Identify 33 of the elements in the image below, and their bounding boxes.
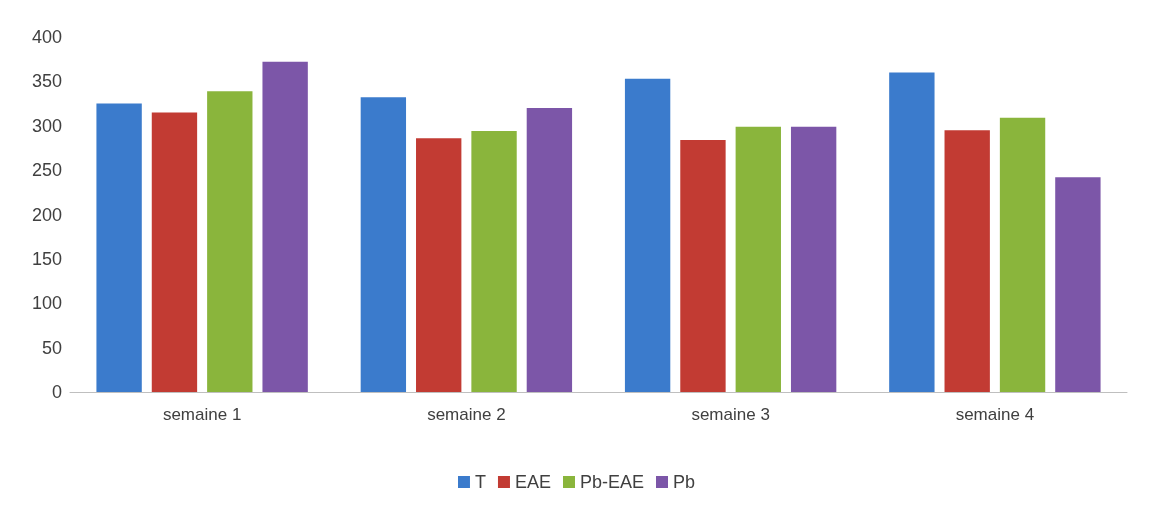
bar	[944, 130, 990, 392]
bar	[416, 138, 462, 392]
bar	[790, 126, 837, 392]
bar	[207, 91, 253, 392]
bar	[96, 103, 142, 392]
y-tick-label: 250	[31, 160, 62, 181]
bar	[680, 139, 726, 392]
y-tick-label: 0	[51, 382, 62, 402]
bar	[262, 61, 308, 392]
y-tick-label: 350	[31, 71, 62, 92]
x-tick-label: semaine 4	[955, 405, 1035, 424]
legend-label: EAE	[514, 472, 551, 492]
bar	[151, 112, 198, 392]
legend-label: T	[474, 472, 486, 492]
y-tick-label: 150	[31, 248, 62, 269]
bar	[360, 97, 407, 392]
x-tick-label: semaine 1	[162, 405, 242, 424]
bar	[735, 126, 781, 392]
y-tick-label: 300	[31, 115, 62, 136]
bar	[624, 78, 671, 392]
bar	[471, 131, 517, 392]
legend-label: Pb	[673, 472, 696, 492]
x-tick-label: semaine 2	[427, 405, 506, 424]
bar	[1055, 177, 1101, 392]
legend-label: Pb-EAE	[579, 472, 645, 492]
y-tick-label: 400	[31, 27, 62, 47]
bar	[999, 117, 1046, 392]
x-tick-label: semaine 3	[691, 405, 770, 424]
y-tick-label: 100	[31, 293, 62, 314]
bar	[526, 108, 573, 392]
y-tick-label: 200	[31, 204, 62, 225]
bar	[889, 72, 935, 392]
y-tick-label: 50	[41, 337, 62, 358]
